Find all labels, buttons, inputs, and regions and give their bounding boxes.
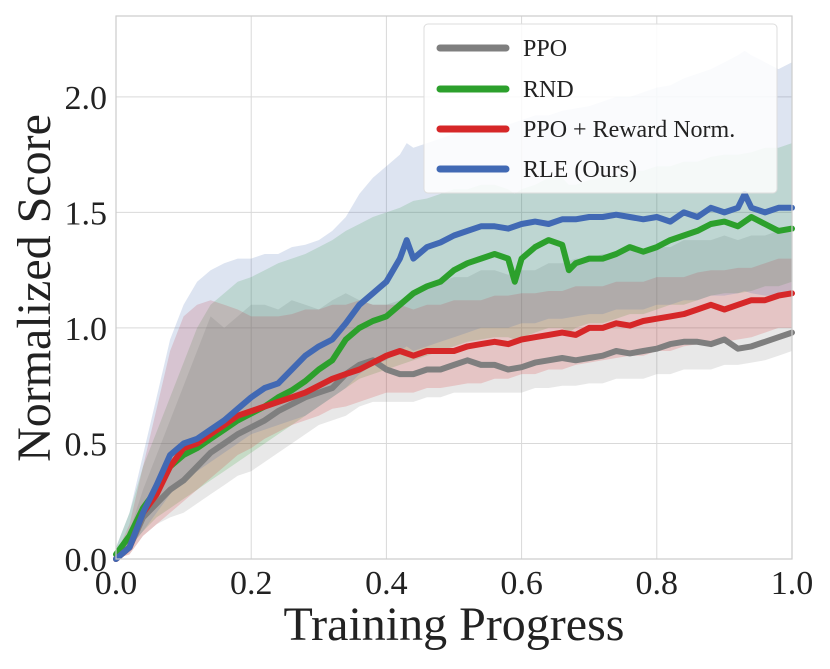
band-rnd	[116, 143, 792, 559]
x-axis-title: Training Progress	[284, 598, 625, 651]
y-tick-label: 1.0	[65, 311, 108, 348]
plot-frame	[115, 15, 793, 560]
line-rle-ours	[113, 190, 795, 562]
legend-label-rle: RLE (Ours)	[523, 157, 637, 183]
line-ppo	[113, 329, 795, 562]
legend-box	[423, 23, 778, 194]
y-tick-label: 2.0	[65, 80, 108, 117]
legend: PPO RND PPO + Reward Norm. RLE (Ours)	[423, 23, 778, 194]
x-tick-label: 0.6	[500, 565, 543, 602]
y-tick-label: 0.5	[65, 426, 108, 463]
x-tick-label: 0.4	[365, 565, 408, 602]
tick-labels: 0.0 0.2 0.4 0.6 0.8 1.0 0.0 0.5 1.0 1.5 2.0	[65, 80, 814, 602]
legend-label-ppo-reward-norm: PPO + Reward Norm.	[523, 117, 735, 143]
x-tick-label: 0.2	[230, 565, 273, 602]
line-rnd	[113, 214, 795, 558]
band-ppo-reward-norm	[116, 258, 792, 559]
x-tick-label: 1.0	[771, 565, 814, 602]
y-tick-label: 0.0	[65, 542, 108, 579]
band-ppo	[116, 230, 792, 559]
legend-label-rnd: RND	[523, 77, 574, 103]
series-lines	[113, 190, 795, 562]
line-ppo-reward-norm	[113, 290, 795, 562]
legend-label-ppo: PPO	[523, 36, 567, 62]
y-axis-title: Normalized Score	[8, 114, 61, 462]
x-tick-label: 0.0	[95, 565, 138, 602]
y-tick-label: 1.5	[65, 195, 108, 232]
x-tick-label: 0.8	[636, 565, 679, 602]
